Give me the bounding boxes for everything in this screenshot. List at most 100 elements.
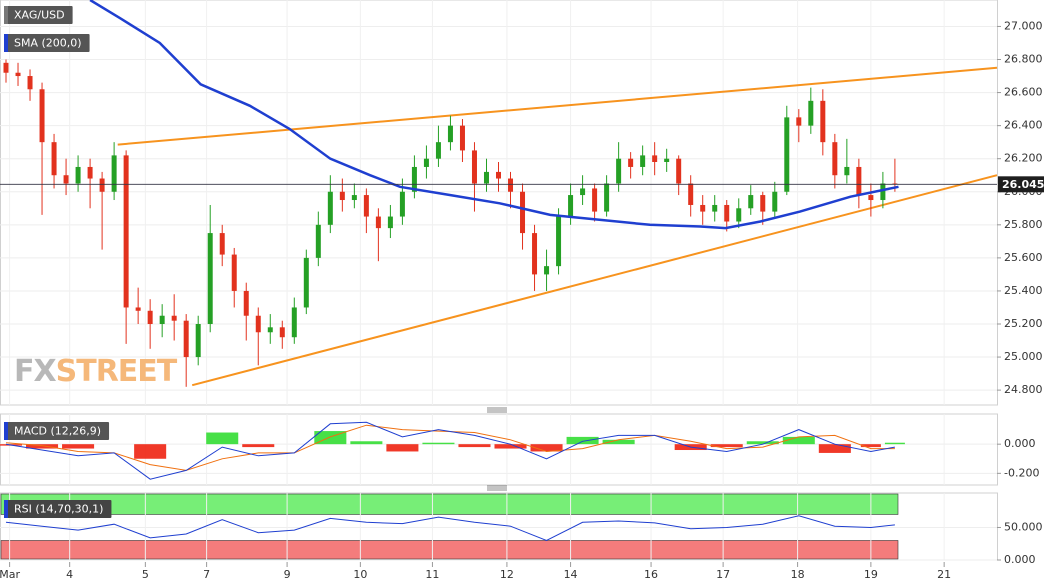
candle-body [387,216,393,229]
candle-body [544,266,550,275]
candle-body [724,204,730,222]
y-tick-label: 26.600 [1004,86,1043,99]
candle-body [483,171,489,184]
candle-body [772,191,778,212]
candle-body [339,191,345,201]
histogram-bar [26,444,59,449]
signal-line [5,424,895,471]
rsi-line [5,515,895,542]
candle-body [291,307,297,338]
histogram-bar [458,444,491,448]
label-marker [4,34,8,52]
candle-body [688,183,694,205]
y-tick-label: 0.000 [1004,437,1036,450]
candle-body [195,324,201,358]
candle-body [664,158,670,162]
candle-body [411,166,417,192]
histogram-bar [386,444,419,452]
watermark-part: STREET [56,354,178,389]
candle-body [135,307,141,311]
y-tick-label: 27.000 [1004,19,1043,32]
y-tick-label: 50.000 [1004,520,1043,533]
candle-body [592,188,598,212]
x-tick-label: 14 [564,568,578,581]
x-tick-label: 4 [66,568,73,581]
candle-body [279,327,285,338]
histogram-bar [746,441,779,445]
x-tick-label: 21 [937,568,951,581]
candle-body [880,183,886,201]
candle-body [99,178,105,192]
x-tick-label: 17 [716,568,730,581]
histogram-bar [884,442,905,445]
y-tick-label: 0.000 [1004,553,1036,566]
candle-body [808,100,814,126]
histogram-bar [860,444,881,448]
candle-body [652,155,658,162]
indicator-label: XAG/USD [4,6,73,24]
histogram-bar [242,444,275,448]
candle-body [15,72,21,77]
y-tick-label: 25.000 [1004,350,1043,363]
oversold-band [0,540,899,560]
histogram-bar [710,444,743,448]
x-tick-label: 18 [791,568,805,581]
candle-body [868,195,874,201]
histogram-bar [566,436,599,445]
panel-handles [487,407,507,491]
indicator-label: RSI (14,70,30,1) [4,500,112,518]
candle-body [111,155,117,192]
trendline [117,66,998,146]
overbought-band [0,493,899,515]
candle-body [496,171,501,179]
candle-body [315,224,321,258]
watermark: FXSTREET [14,354,178,389]
panel-frame [0,0,998,406]
candle-body [736,208,742,222]
histogram-bar [602,439,635,445]
candle-body [676,158,682,184]
y-tick-label: 25.200 [1004,317,1043,330]
candle-body [459,125,465,151]
candle-body [255,315,261,333]
candle-body [712,204,718,212]
candle-body [375,216,381,229]
candle-body [796,117,802,126]
label-marker [4,500,8,518]
x-tick-label: 12 [500,568,514,581]
candle-body [471,150,477,184]
candle-body [616,158,622,184]
candle-body [351,195,357,201]
candle-body [604,183,610,212]
candle-body [159,315,165,324]
macd-line [5,421,895,480]
candle-body [3,62,9,73]
histogram-bar [422,442,455,445]
x-tick-label: 7 [203,568,210,581]
label-box [4,500,112,518]
watermark-part: FX [14,354,56,389]
histogram-bar [494,444,527,449]
y-tick-label: 25.400 [1004,284,1043,297]
candle-body [243,290,249,316]
label-box [4,422,110,440]
candle-body [75,166,81,184]
histogram-bar [782,436,815,445]
candle-body [171,315,177,321]
label-text: RSI (14,70,30,1) [14,503,103,516]
candle-body [27,76,33,90]
candle-body [640,155,646,167]
candle-body [51,142,57,176]
x-tick-label: Mar [0,568,20,581]
candle-body [231,254,237,291]
x-tick-label: 10 [353,568,367,581]
candle-body [363,195,369,217]
candle-body [700,204,706,212]
y-tick-label: 26.400 [1004,119,1043,132]
candle-body [327,191,333,225]
indicator-label: MACD (12,26,9) [4,422,110,440]
x-tick-label: 19 [864,568,878,581]
candle-body [87,166,93,179]
histogram-bar [134,444,167,459]
